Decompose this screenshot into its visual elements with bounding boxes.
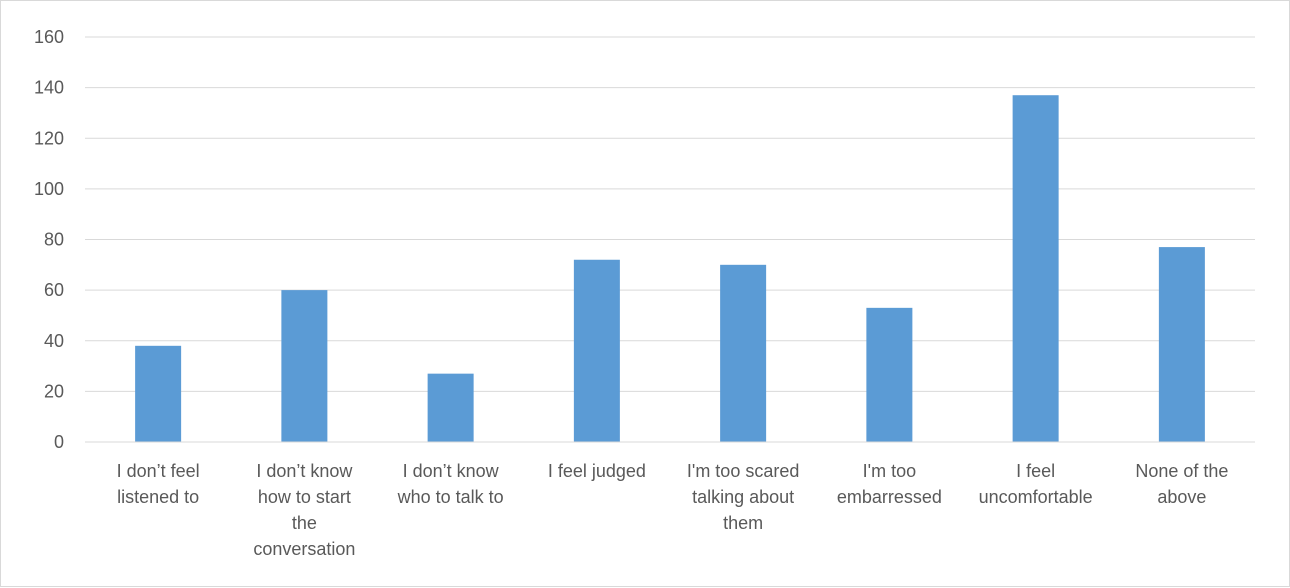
y-tick-label: 140 bbox=[34, 78, 64, 98]
bar bbox=[135, 345, 182, 442]
x-tick-label-line: I feel bbox=[1016, 461, 1055, 481]
x-tick-label-line: I don’t know bbox=[256, 461, 353, 481]
bar bbox=[427, 373, 474, 442]
x-tick-label-line: above bbox=[1157, 487, 1206, 507]
y-tick-label: 20 bbox=[44, 381, 64, 401]
y-tick-label: 100 bbox=[34, 179, 64, 199]
y-tick-label: 60 bbox=[44, 280, 64, 300]
x-tick-label-line: the bbox=[292, 513, 317, 533]
y-axis-ticks: 0 20 40 60 80 100 120 140 160 bbox=[34, 27, 64, 452]
bar bbox=[866, 307, 913, 442]
x-tick-label-line: uncomfortable bbox=[979, 487, 1093, 507]
x-tick-label-line: conversation bbox=[253, 539, 355, 559]
bar bbox=[1158, 247, 1205, 442]
x-tick-label-line: I feel judged bbox=[548, 461, 646, 481]
x-tick-label-line: I don’t know bbox=[403, 461, 500, 481]
bar bbox=[1012, 95, 1059, 442]
y-tick-label: 160 bbox=[34, 27, 64, 47]
bar bbox=[573, 259, 620, 442]
x-tick-label: I'm too scared talking about them bbox=[687, 461, 799, 533]
x-tick-label-line: None of the bbox=[1135, 461, 1228, 481]
x-tick-label-line: I'm too bbox=[863, 461, 916, 481]
x-tick-label-line: listened to bbox=[117, 487, 199, 507]
x-tick-label: I feel judged bbox=[548, 461, 646, 481]
x-tick-label-line: how to start bbox=[258, 487, 351, 507]
y-tick-label: 0 bbox=[54, 432, 64, 452]
x-tick-label: I don’t feel listened to bbox=[117, 461, 200, 507]
bar bbox=[281, 290, 328, 442]
x-tick-label-line: I'm too scared bbox=[687, 461, 799, 481]
x-tick-label: None of the above bbox=[1135, 461, 1228, 507]
x-tick-label-line: them bbox=[723, 513, 763, 533]
x-tick-label: I don’t know who to talk to bbox=[397, 461, 504, 507]
x-tick-label-line: embarressed bbox=[837, 487, 942, 507]
bars bbox=[135, 95, 1205, 442]
bar bbox=[720, 264, 767, 442]
x-tick-label: I'm too embarressed bbox=[837, 461, 942, 507]
x-tick-label-line: I don’t feel bbox=[117, 461, 200, 481]
gridlines bbox=[85, 36, 1255, 392]
x-tick-label: I feel uncomfortable bbox=[979, 461, 1093, 507]
x-tick-label: I don’t know how to start the conversation bbox=[253, 461, 355, 559]
y-tick-label: 120 bbox=[34, 128, 64, 148]
y-tick-label: 40 bbox=[44, 331, 64, 351]
y-tick-label: 80 bbox=[44, 230, 64, 250]
x-tick-label-line: talking about bbox=[692, 487, 794, 507]
x-axis-labels: I don’t feel listened to I don’t know how t… bbox=[117, 461, 1229, 559]
x-tick-label-line: who to talk to bbox=[397, 487, 504, 507]
